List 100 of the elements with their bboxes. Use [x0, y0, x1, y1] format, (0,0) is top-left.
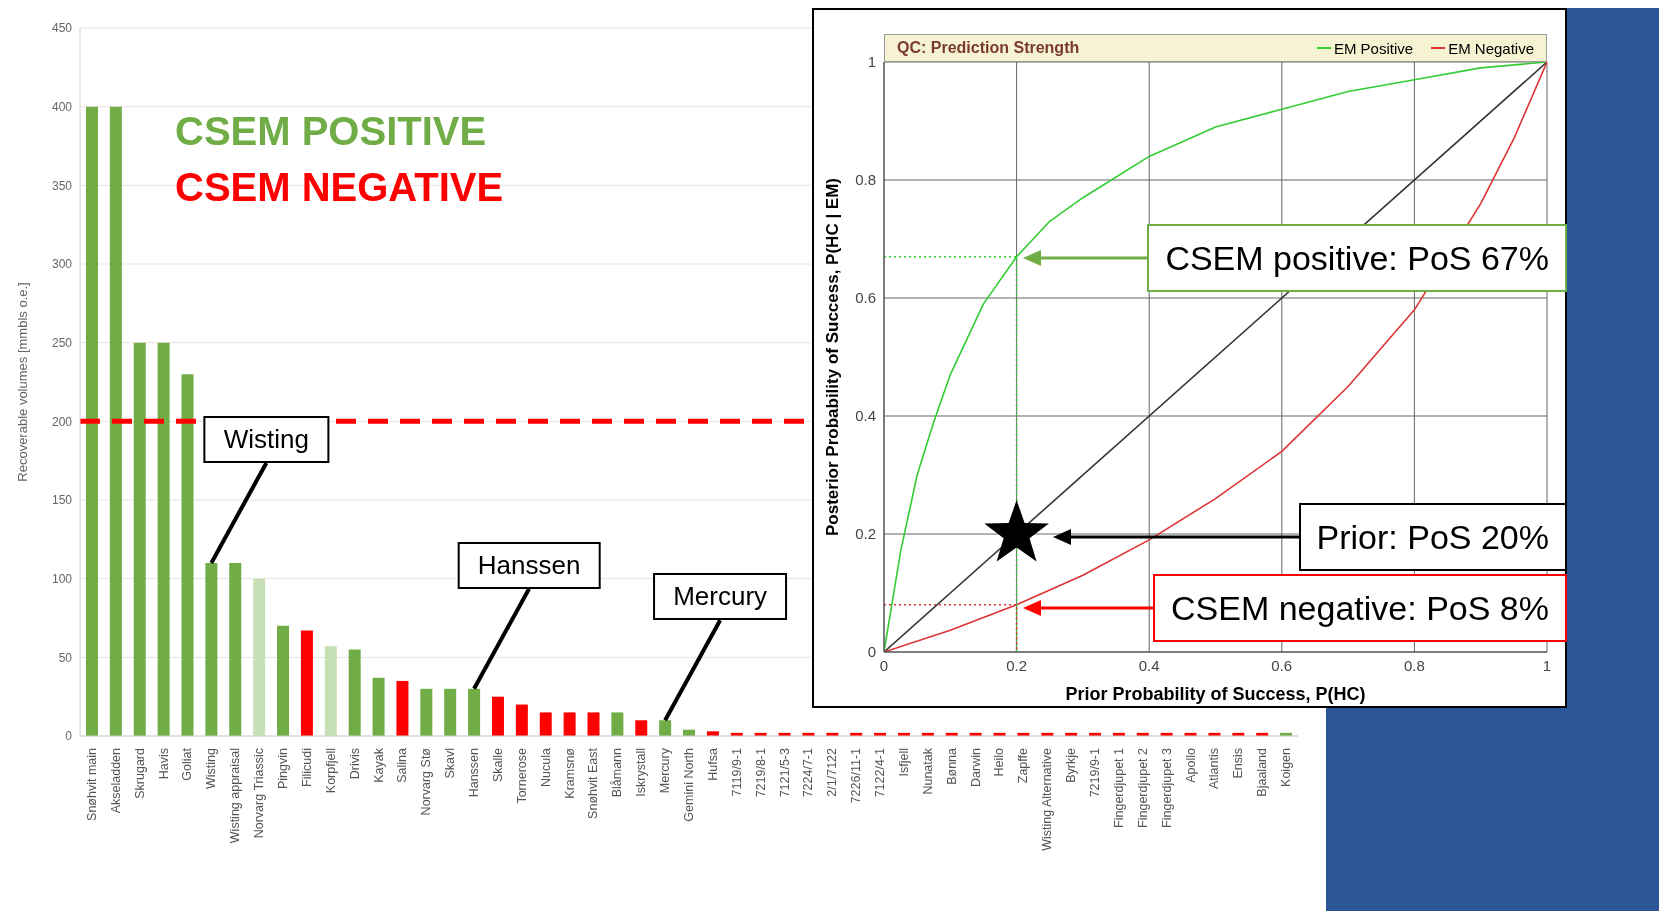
x-tick-label: Skalle: [490, 747, 505, 783]
bar: [133, 342, 146, 736]
x-tick-label: Havis: [156, 748, 171, 780]
x-tick-label: Blåmann: [610, 747, 625, 798]
bar: [611, 712, 624, 736]
y-tick-label: 50: [58, 650, 73, 665]
bar: [420, 688, 433, 736]
x-tick-label: Salina: [395, 747, 410, 783]
x-tick-label: Iskrystall: [634, 748, 649, 797]
text: CSEM NEGATIVE: [175, 164, 504, 211]
bar: [229, 562, 242, 736]
x-tick-label: Koigen: [1279, 747, 1294, 787]
x-tick-label: 2/1/7122: [825, 747, 840, 797]
x-tick-label: 0.2: [1006, 656, 1028, 674]
x-tick-label: 1: [1542, 656, 1552, 674]
y-tick-label: 1: [867, 53, 876, 71]
y-tick-label: 150: [51, 493, 73, 508]
bar: [324, 646, 337, 736]
y-tick-label: 100: [51, 571, 73, 586]
x-tick-label: Ensis: [1231, 748, 1246, 779]
bar: [181, 374, 194, 736]
x-tick-label: Fingerdjupet 1: [1111, 747, 1126, 828]
x-tick-label: 0.6: [1271, 656, 1293, 674]
x-axis-title: Prior Probability of Success, P(HC): [1065, 684, 1366, 704]
bar: [659, 720, 672, 736]
x-tick-label: Drivis: [347, 748, 362, 780]
y-tick-label: 450: [51, 21, 73, 36]
bar: [444, 688, 457, 736]
y-tick-label: 0: [65, 729, 73, 744]
y-tick-label: 250: [51, 335, 73, 350]
x-tick-label: Zapffe: [1016, 747, 1031, 784]
x-tick-label: Kramsnø: [562, 747, 577, 799]
x-tick-label: Filicudi: [299, 748, 314, 787]
y-tick-label: 300: [51, 257, 73, 272]
annotation: Wisting: [203, 415, 329, 463]
x-tick-label: Bønna: [944, 747, 959, 785]
bar: [587, 712, 600, 736]
annotation: Mercury: [653, 573, 788, 621]
x-tick-label: Skrugard: [132, 747, 147, 799]
bar: [372, 677, 385, 736]
y-tick-label: 400: [51, 99, 73, 114]
x-tick-label: Heilo: [992, 747, 1007, 777]
series-label: CSEM POSITIVE: [175, 108, 488, 155]
x-tick-label: Skavl: [443, 748, 458, 779]
bar: [109, 106, 122, 736]
x-tick-label: Wisting Alternative: [1040, 747, 1055, 851]
x-tick-label: Wisting: [204, 747, 219, 789]
chart-title: QC: Prediction Strength: [897, 39, 1080, 57]
y-tick-label: 350: [51, 178, 73, 193]
x-tick-label: Tornerose: [514, 747, 529, 804]
bar: [277, 625, 290, 736]
x-tick-label: 0: [879, 656, 889, 674]
x-tick-label: Snøhvit main: [84, 747, 99, 821]
x-tick-label: 7224/7-1: [801, 747, 816, 798]
x-tick-label: Atlantis: [1207, 748, 1222, 789]
x-tick-label: Fingerdjupet 2: [1135, 747, 1150, 828]
x-tick-label: 7119/9-1: [729, 747, 744, 797]
x-tick-label: Byrkje: [1064, 747, 1079, 783]
x-tick-label: Norvarg Triassic: [252, 748, 267, 839]
x-tick-label: Hanssen: [467, 747, 482, 798]
x-tick-label: 0.8: [1403, 656, 1425, 674]
bar: [300, 630, 313, 736]
y-axis-title: Posterior Probability of Success, P(HC | EM): [823, 177, 843, 537]
x-tick-label: 7121/5-3: [777, 747, 792, 798]
x-tick-label: Isfjell: [896, 748, 911, 777]
x-tick-label: Apollo: [1183, 747, 1198, 783]
x-tick-label: 7122/4-1: [873, 747, 888, 798]
bar: [157, 342, 170, 736]
bar: [635, 720, 648, 736]
bar: [205, 562, 218, 736]
bar: [468, 688, 481, 736]
x-tick-label: Nucula: [538, 747, 553, 787]
x-tick-label: Norvarg Stø: [419, 747, 434, 816]
legend-label: EM Negative: [1447, 39, 1534, 57]
x-tick-label: Goliat: [180, 747, 195, 781]
x-tick-label: Kayak: [371, 747, 386, 783]
y-tick-label: 0.2: [855, 525, 876, 543]
y-tick-label: 200: [51, 414, 73, 429]
x-tick-label: Bjaaland: [1255, 747, 1270, 797]
x-tick-label: Mercury: [658, 747, 673, 794]
annotation: CSEM negative: PoS 8%: [1153, 574, 1567, 642]
annotation: Hanssen: [457, 541, 601, 589]
x-tick-label: Akseladden: [108, 747, 123, 814]
x-tick-label: Fingerdjupet 3: [1159, 747, 1174, 828]
bar: [515, 704, 528, 736]
x-tick-label: Gemini North: [682, 747, 696, 822]
bar: [396, 680, 409, 736]
bar: [348, 649, 361, 736]
x-tick-label: 0.4: [1138, 656, 1160, 674]
x-tick-label: Nunatak: [920, 747, 935, 795]
x-tick-label: Snøhvit East: [586, 747, 601, 819]
x-tick-label: Darwin: [968, 747, 983, 787]
x-tick-label: 7226/11-1: [849, 747, 864, 804]
bar: [253, 578, 266, 736]
y-tick-label: 0: [867, 643, 876, 661]
annotation: Prior: PoS 20%: [1298, 503, 1567, 571]
legend-label: EM Positive: [1332, 39, 1414, 57]
y-tick-label: 0.8: [855, 171, 876, 189]
x-tick-label: Wisting appraisal: [228, 748, 243, 844]
bar: [563, 712, 576, 736]
